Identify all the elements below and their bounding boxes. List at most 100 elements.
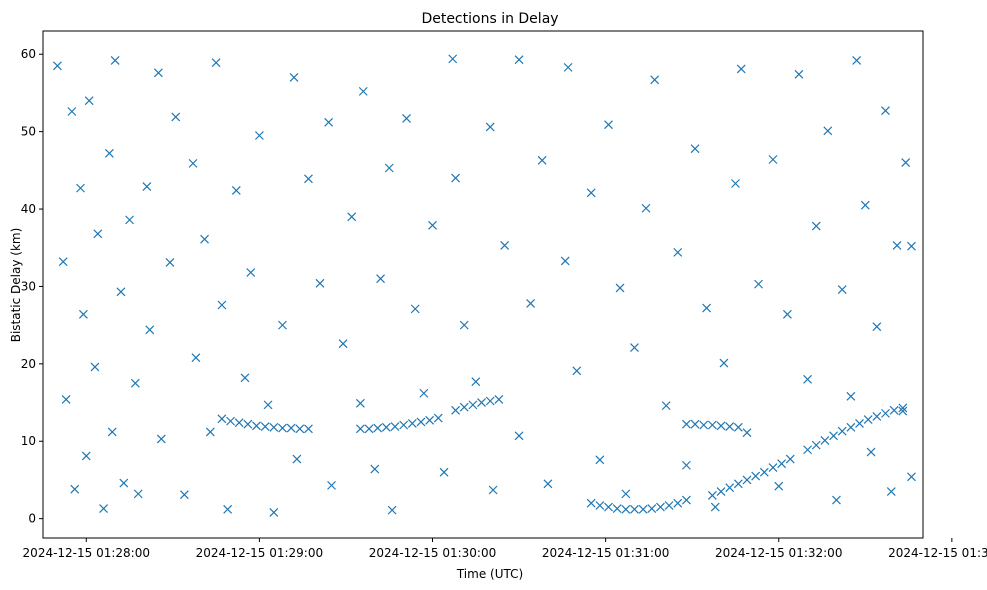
data-point: [641, 203, 651, 213]
data-point: [785, 454, 795, 464]
data-point: [803, 374, 813, 384]
data-point: [725, 483, 735, 493]
data-point: [81, 451, 91, 461]
data-point: [837, 285, 847, 294]
data-point: [754, 279, 763, 289]
data-point: [410, 304, 420, 314]
data-point: [90, 362, 100, 372]
data-point: [731, 179, 740, 188]
data-point: [690, 419, 700, 429]
data-point: [595, 501, 605, 510]
data-point: [67, 107, 77, 116]
data-point: [78, 309, 88, 319]
data-point: [226, 416, 235, 426]
data-point: [99, 504, 109, 514]
data-point: [777, 459, 787, 469]
data-point: [53, 61, 62, 71]
data-point: [240, 373, 250, 383]
data-point: [716, 421, 726, 431]
data-point: [661, 401, 671, 411]
data-point: [560, 256, 570, 266]
data-point: [381, 422, 391, 432]
data-point: [733, 422, 743, 432]
data-point: [384, 163, 394, 173]
data-point: [200, 234, 209, 244]
x-tick-label: 2024-12-15 01:33:00: [888, 546, 987, 560]
x-tick-label: 2024-12-15 01:32:00: [715, 546, 842, 560]
y-axis: 0 10 20 30 40 50 60: [21, 47, 43, 526]
data-point: [794, 69, 804, 79]
data-point: [133, 489, 143, 499]
data-point: [621, 504, 631, 514]
data-point: [376, 274, 385, 284]
data-point: [803, 445, 813, 455]
data-point: [205, 427, 215, 437]
data-point: [61, 395, 71, 404]
data-point: [846, 391, 856, 401]
data-point: [304, 424, 313, 434]
data-point: [110, 55, 120, 65]
data-point: [171, 112, 181, 122]
x-tick-label: 2024-12-15 01:28:00: [23, 546, 150, 560]
data-point: [295, 424, 305, 434]
data-point: [289, 73, 299, 82]
data-point: [292, 454, 302, 464]
data-point: [889, 405, 899, 415]
y-tick-label: 60: [21, 47, 36, 61]
data-point: [252, 421, 261, 431]
data-point: [707, 491, 717, 500]
data-point: [145, 325, 155, 335]
data-point: [324, 117, 334, 127]
data-point: [673, 498, 683, 508]
x-tick-label: 2024-12-15 01:30:00: [369, 546, 496, 560]
data-point: [234, 418, 244, 428]
data-point: [347, 212, 357, 222]
data-point: [70, 484, 80, 494]
data-point: [647, 504, 657, 514]
data-point: [733, 479, 743, 489]
data-point: [459, 320, 469, 330]
data-point: [76, 183, 85, 193]
data-point: [716, 487, 726, 496]
data-point: [872, 412, 882, 421]
data-point: [823, 126, 833, 136]
y-tick-label: 0: [28, 512, 36, 526]
data-point: [811, 221, 821, 231]
data-point: [901, 158, 911, 168]
data-point: [866, 447, 876, 457]
data-point: [846, 422, 856, 432]
data-point: [690, 144, 700, 154]
data-point: [223, 504, 233, 514]
data-point: [278, 423, 287, 433]
data-point: [774, 481, 784, 491]
x-axis: 2024-12-15 01:28:00 2024-12-15 01:29:00 20…: [23, 538, 987, 560]
chart-title: Detections in Delay: [421, 11, 558, 27]
data-point: [217, 414, 227, 424]
data-point: [595, 455, 605, 465]
data-point: [650, 75, 660, 85]
data-point: [260, 422, 270, 431]
data-point: [488, 485, 498, 495]
data-point: [355, 398, 365, 408]
data-point: [673, 247, 683, 257]
data-point: [451, 173, 461, 183]
data-point: [471, 377, 481, 387]
data-point: [736, 64, 746, 74]
data-point: [699, 420, 709, 430]
data-point: [707, 420, 717, 430]
data-point: [243, 419, 253, 429]
data-point: [364, 424, 374, 434]
data-point: [811, 440, 821, 450]
data-point: [179, 490, 189, 500]
data-point: [254, 131, 264, 140]
data-point: [448, 54, 458, 64]
data-point: [494, 395, 504, 404]
data-point: [898, 406, 908, 416]
data-point: [586, 188, 596, 198]
y-tick-label: 40: [21, 202, 36, 216]
data-point: [543, 479, 553, 489]
data-point: [604, 120, 613, 130]
y-tick-label: 20: [21, 357, 36, 371]
data-point: [304, 174, 313, 184]
